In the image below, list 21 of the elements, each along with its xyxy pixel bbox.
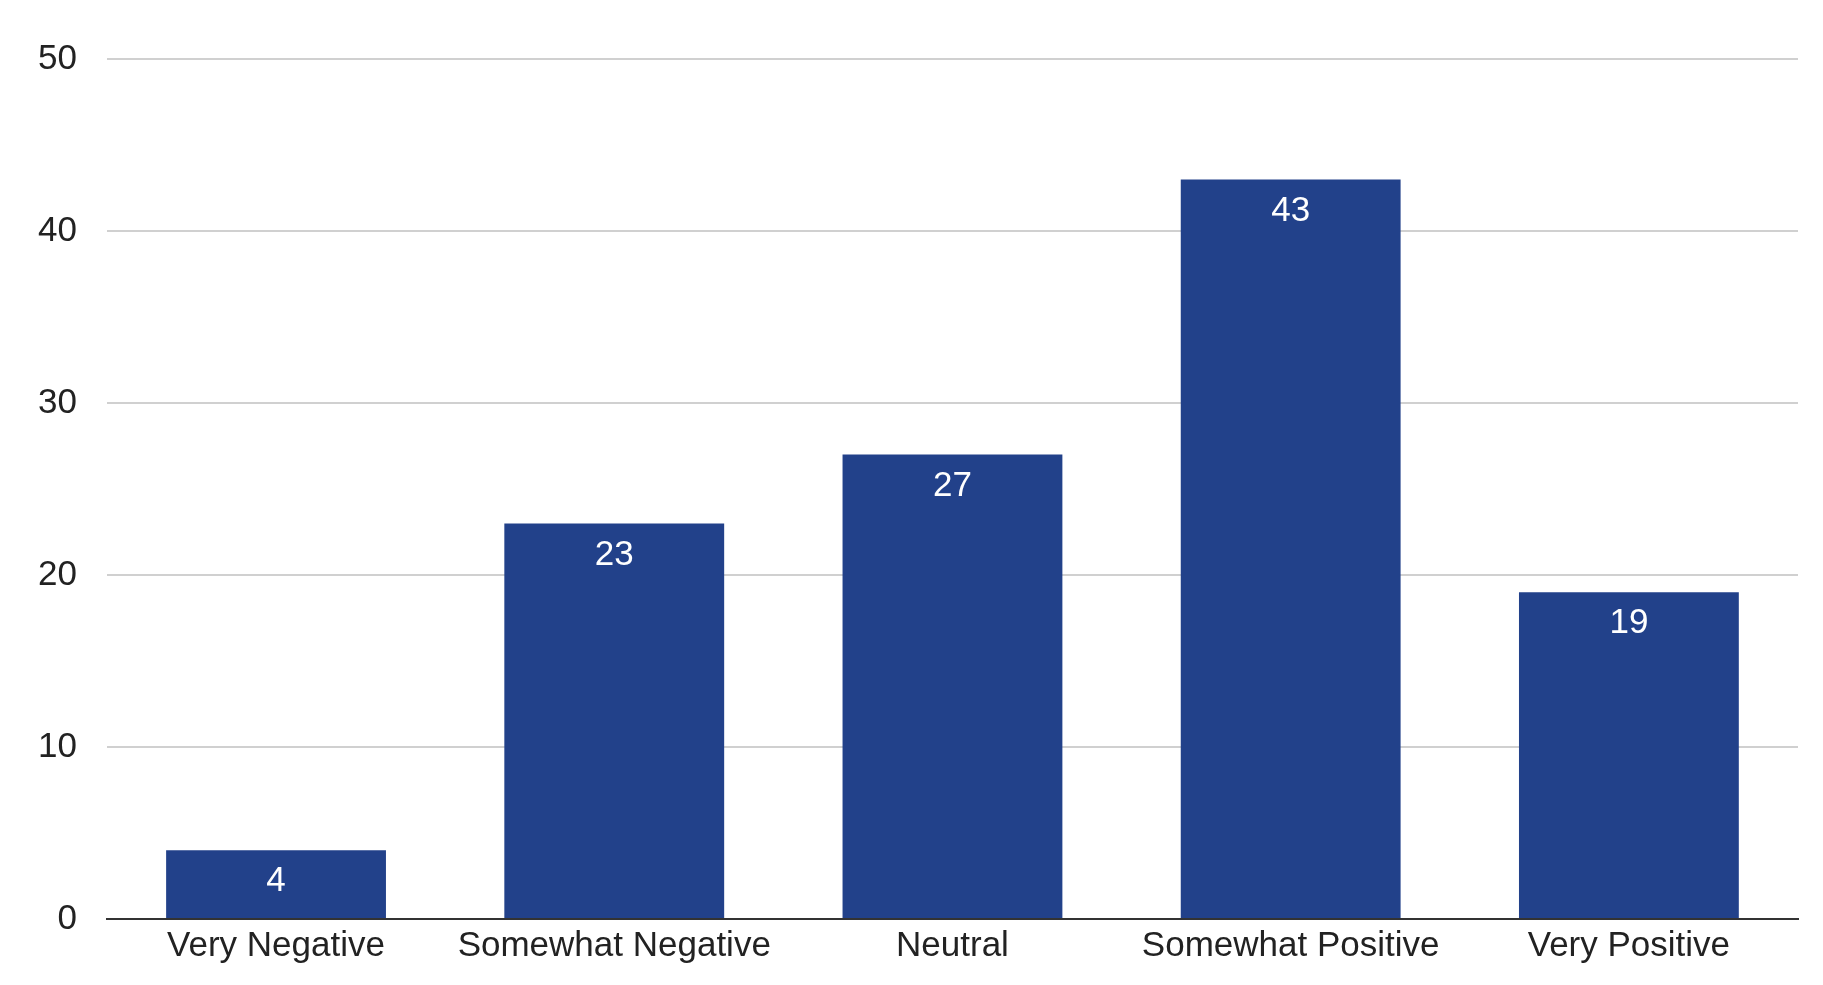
y-tick-label: 10 (37, 724, 77, 764)
data-label: 27 (933, 463, 972, 503)
x-tick-label: Somewhat Positive (1141, 923, 1440, 963)
x-tick-label: Very Positive (1527, 923, 1731, 963)
data-label: 23 (594, 532, 634, 572)
data-label: 4 (266, 859, 286, 899)
bar (1180, 179, 1401, 918)
data-label: 43 (1271, 188, 1311, 228)
y-tick-label: 50 (37, 36, 77, 76)
bar (504, 523, 725, 918)
y-tick-label: 40 (37, 208, 77, 248)
bar (1518, 592, 1739, 918)
y-tick-label: 20 (37, 552, 77, 592)
bar (842, 454, 1063, 918)
x-tick-label: Neutral (896, 923, 1009, 963)
y-tick-label: 30 (37, 380, 77, 420)
y-tick-label: 0 (57, 896, 77, 936)
x-tick-label: Very Negative (167, 923, 385, 963)
x-tick-label: Somewhat Negative (457, 923, 771, 963)
data-label: 19 (1609, 601, 1649, 641)
bar (166, 850, 386, 918)
